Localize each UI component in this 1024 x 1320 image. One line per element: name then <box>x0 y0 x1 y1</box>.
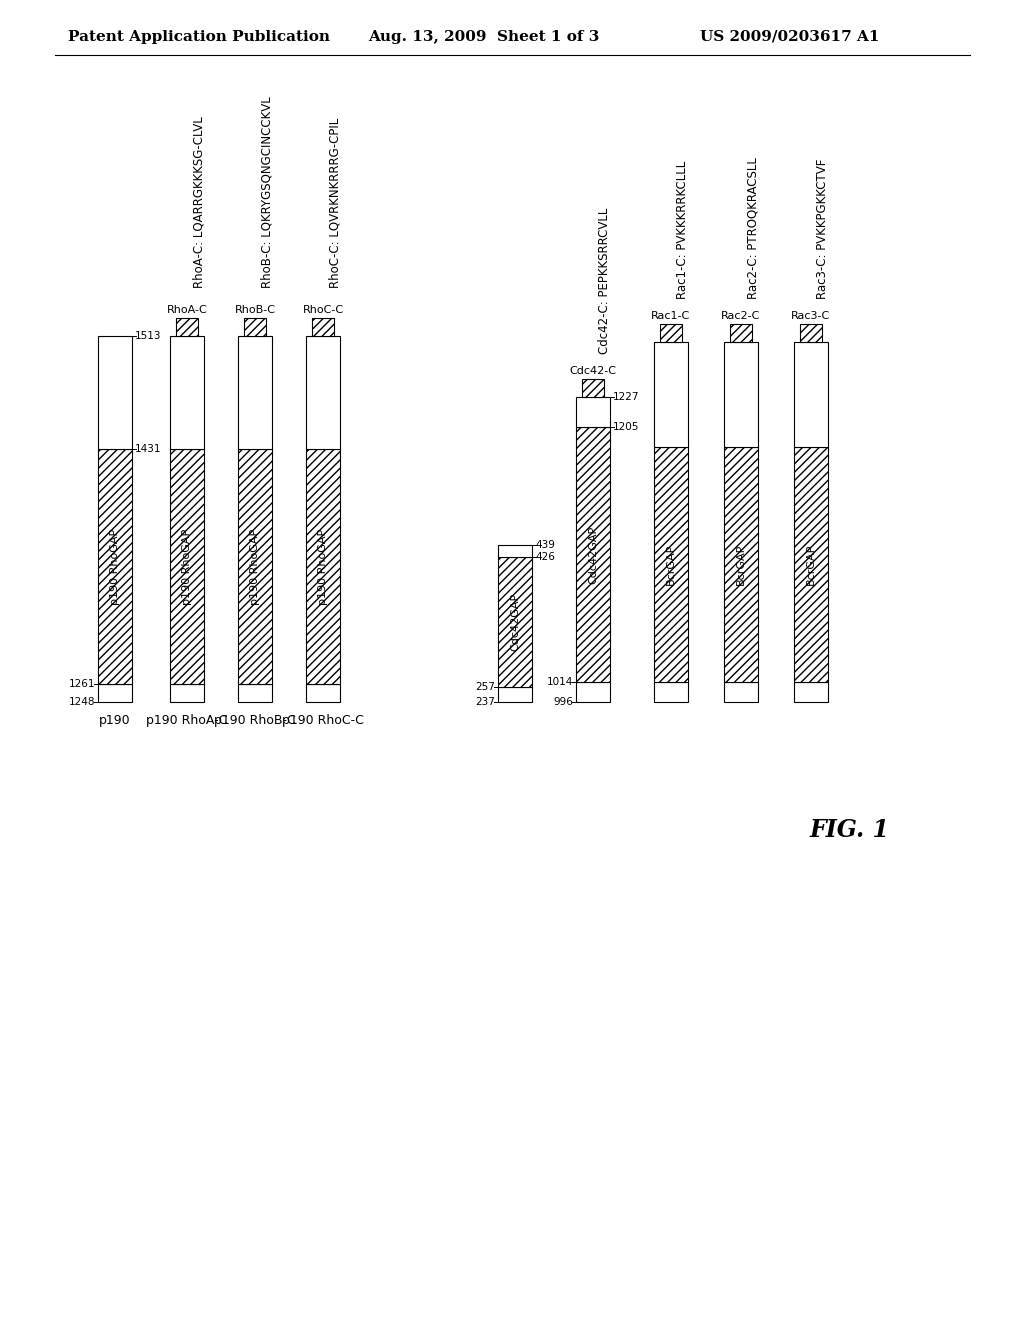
Bar <box>575 397 610 426</box>
Text: 257: 257 <box>475 682 495 692</box>
Text: 1227: 1227 <box>613 392 640 403</box>
Text: RhoA-C: RhoA-C <box>167 305 208 315</box>
Text: Cdc42-C: Cdc42-C <box>569 366 616 376</box>
Text: p190 RhoB-C: p190 RhoB-C <box>214 714 296 727</box>
Text: Rac3-C: Rac3-C <box>792 312 830 321</box>
Bar <box>794 342 828 447</box>
Text: BcrGAP: BcrGAP <box>666 544 676 585</box>
Bar <box>238 684 272 702</box>
Bar <box>306 684 340 702</box>
Bar <box>575 426 610 682</box>
Text: Cdc42GAP: Cdc42GAP <box>510 593 520 651</box>
Bar <box>170 449 204 684</box>
Text: RhoA-C: LQARRGKKKSG-CLVL: RhoA-C: LQARRGKKKSG-CLVL <box>193 116 205 288</box>
Bar <box>794 682 828 702</box>
Bar <box>724 447 758 682</box>
Text: 237: 237 <box>475 697 495 708</box>
Text: Rac3-C: PVKKPGKKCTVF: Rac3-C: PVKKPGKKCTVF <box>816 158 829 300</box>
Text: 426: 426 <box>535 552 555 562</box>
Bar <box>724 682 758 702</box>
Bar <box>170 684 204 702</box>
Text: FIG. 1: FIG. 1 <box>810 818 890 842</box>
Bar <box>800 323 822 342</box>
Bar <box>498 545 532 557</box>
Bar <box>176 318 198 337</box>
Text: 1248: 1248 <box>69 697 95 708</box>
Text: RhoC-C: RhoC-C <box>302 305 344 315</box>
Bar <box>312 318 334 337</box>
Text: p190: p190 <box>99 714 131 727</box>
Text: Cdc42-C: PEPKKSRRCVLL: Cdc42-C: PEPKKSRRCVLL <box>598 207 611 354</box>
Text: RhoC-C: LQVRKNKRRRG-CPIL: RhoC-C: LQVRKNKRRRG-CPIL <box>328 117 341 288</box>
Bar <box>575 682 610 702</box>
Bar <box>306 449 340 684</box>
Bar <box>306 337 340 449</box>
Bar <box>98 449 132 684</box>
Bar <box>498 686 532 702</box>
Bar <box>244 318 266 337</box>
Bar <box>238 449 272 684</box>
Text: 1261: 1261 <box>69 678 95 689</box>
Bar <box>730 323 752 342</box>
Text: Rac1-C: PVKKKRRKCLLL: Rac1-C: PVKKKRRKCLLL <box>676 161 689 300</box>
Text: RhoB-C: LQKRYGSQNGCINCCKVL: RhoB-C: LQKRYGSQNGCINCCKVL <box>260 96 273 288</box>
Text: p190 RhoA-C: p190 RhoA-C <box>146 714 227 727</box>
Bar <box>794 447 828 682</box>
Bar <box>582 379 604 397</box>
Bar <box>654 682 688 702</box>
Text: BcrGAP: BcrGAP <box>806 544 816 585</box>
Bar <box>498 557 532 686</box>
Text: 1431: 1431 <box>135 444 162 454</box>
Text: 439: 439 <box>535 540 555 550</box>
Text: Aug. 13, 2009  Sheet 1 of 3: Aug. 13, 2009 Sheet 1 of 3 <box>368 30 599 44</box>
Text: 996: 996 <box>553 697 573 708</box>
Bar <box>98 684 132 702</box>
Text: Cdc42GAP: Cdc42GAP <box>588 525 598 583</box>
Text: RhoB-C: RhoB-C <box>234 305 275 315</box>
Text: 1014: 1014 <box>547 677 573 686</box>
Bar <box>654 447 688 682</box>
Text: 1205: 1205 <box>613 422 639 432</box>
Text: Rac2-C: Rac2-C <box>721 312 761 321</box>
Bar <box>654 342 688 447</box>
Text: p190 RhoGAP: p190 RhoGAP <box>110 528 120 605</box>
Text: p190 RhoC-C: p190 RhoC-C <box>282 714 364 727</box>
Bar <box>724 342 758 447</box>
Bar <box>98 337 132 449</box>
Text: p190 RhoGAP: p190 RhoGAP <box>250 528 260 605</box>
Text: US 2009/0203617 A1: US 2009/0203617 A1 <box>700 30 880 44</box>
Text: 1513: 1513 <box>135 331 162 341</box>
Bar <box>238 337 272 449</box>
Text: p190 RhoGAP: p190 RhoGAP <box>182 528 193 605</box>
Bar <box>660 323 682 342</box>
Text: Rac1-C: Rac1-C <box>651 312 690 321</box>
Text: p190 RhoGAP: p190 RhoGAP <box>318 528 328 605</box>
Text: Patent Application Publication: Patent Application Publication <box>68 30 330 44</box>
Bar <box>170 337 204 449</box>
Text: BcrGAP: BcrGAP <box>736 544 746 585</box>
Text: Rac2-C: PTROQKRACSLL: Rac2-C: PTROQKRACSLL <box>746 157 759 300</box>
